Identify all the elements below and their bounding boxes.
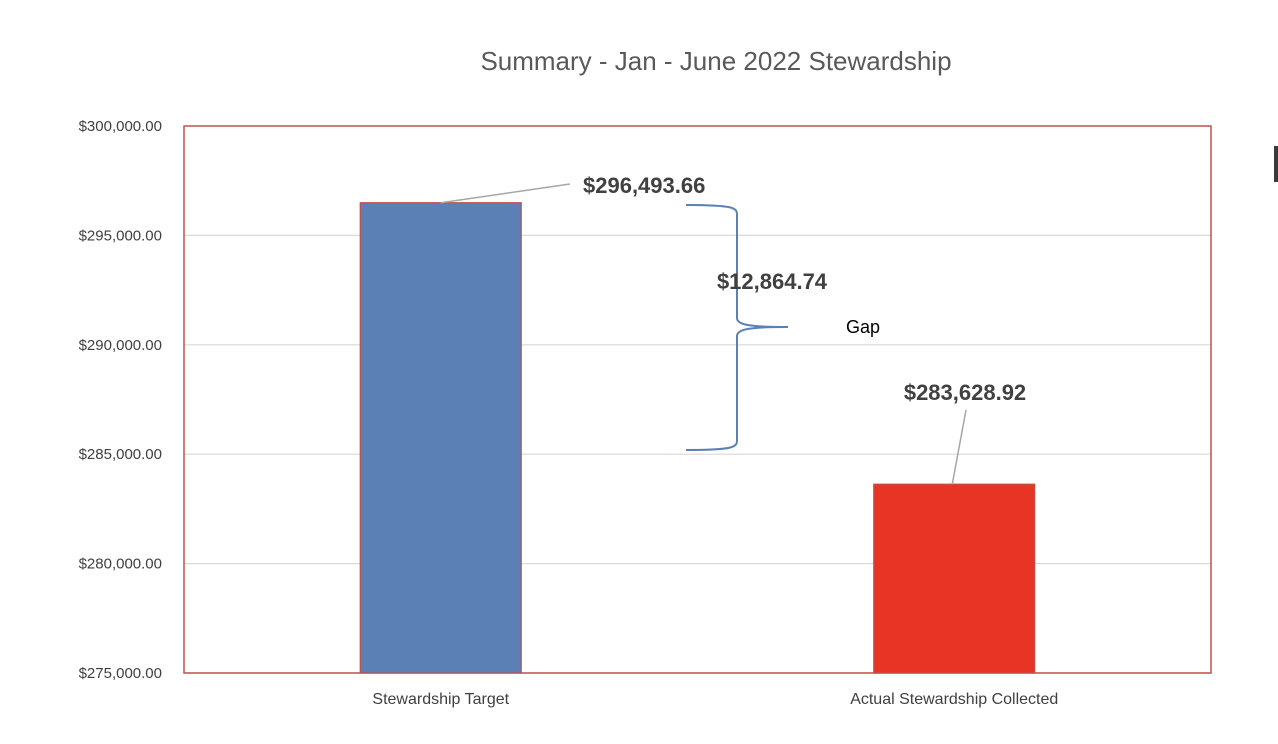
y-tick-label: $280,000.00 xyxy=(79,556,162,573)
window-edge-handle xyxy=(1274,146,1278,182)
data-label: $283,628.92 xyxy=(904,380,1026,405)
gap-brace xyxy=(685,204,789,451)
leader-line xyxy=(440,183,571,204)
gridlines xyxy=(184,234,1211,674)
leader-line xyxy=(951,409,967,485)
plot-area-border xyxy=(183,125,1212,674)
x-category-label: Stewardship Target xyxy=(372,691,509,708)
y-tick-label: $290,000.00 xyxy=(79,337,162,354)
data-label: $296,493.66 xyxy=(583,173,705,198)
y-tick-label: $275,000.00 xyxy=(79,665,162,682)
gap-annotation: $12,864.74 Gap xyxy=(685,204,880,451)
y-axis-ticks: $275,000.00 $280,000.00 $285,000.00 $290,00… xyxy=(79,118,162,682)
data-labels: $296,493.66 $283,628.92 xyxy=(440,173,1026,485)
bar-stewardship-target xyxy=(359,202,522,674)
gap-text-label: Gap xyxy=(846,317,880,337)
chart-title: Summary - Jan - June 2022 Stewardship xyxy=(480,46,951,76)
y-tick-label: $285,000.00 xyxy=(79,446,162,463)
y-tick-label: $295,000.00 xyxy=(79,227,162,244)
bars xyxy=(359,202,1036,674)
x-category-label: Actual Stewardship Collected xyxy=(850,691,1058,708)
gap-value-label: $12,864.74 xyxy=(717,269,828,294)
y-tick-label: $300,000.00 xyxy=(79,118,162,135)
bar-actual-stewardship-collected xyxy=(873,483,1036,674)
x-axis-categories: Stewardship Target Actual Stewardship Col… xyxy=(372,691,1058,708)
